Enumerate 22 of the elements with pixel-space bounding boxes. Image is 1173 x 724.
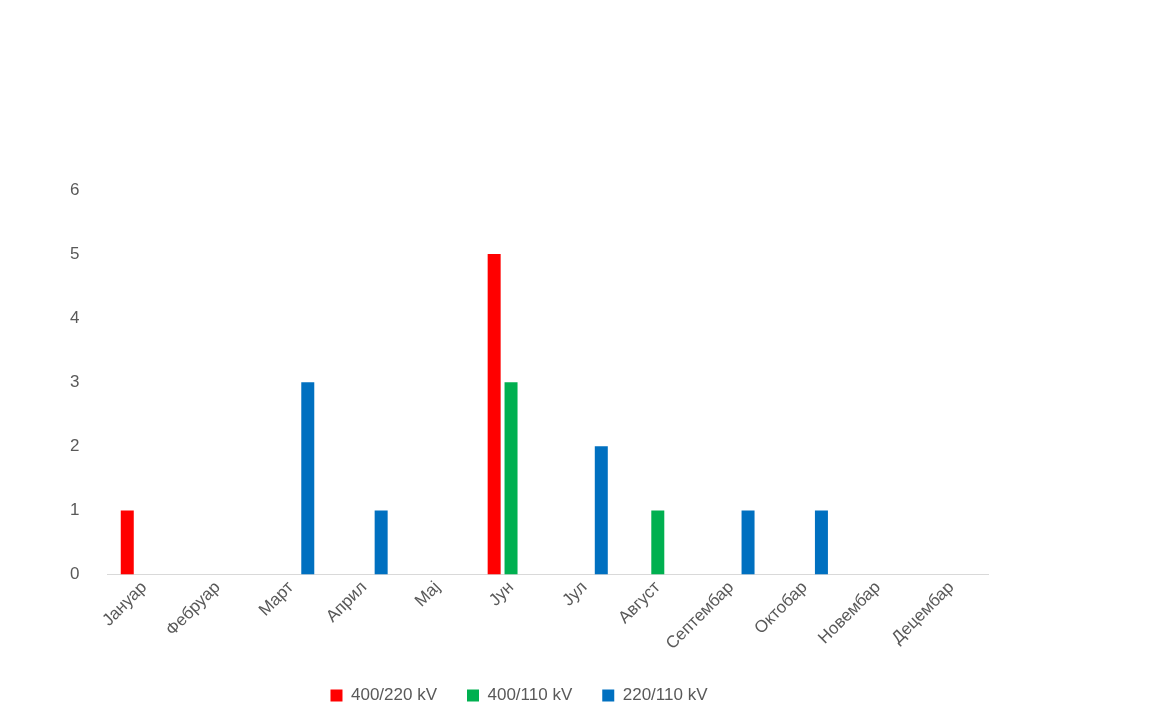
y-tick-label: 1 [69, 500, 80, 520]
bar [504, 382, 518, 575]
bar [741, 510, 755, 575]
legend-label: 400/110 kV [487, 685, 573, 705]
bar [594, 446, 608, 575]
y-tick-label: 0 [69, 564, 80, 584]
bar [814, 510, 828, 575]
bar [487, 254, 501, 575]
y-tick-label: 5 [69, 243, 80, 263]
y-tick-label: 3 [69, 371, 80, 391]
bar [651, 510, 665, 575]
y-tick-label: 4 [69, 307, 80, 327]
y-tick-label: 6 [69, 179, 80, 199]
x-tick-label: Мај [410, 577, 444, 611]
x-tick-label: Јун [485, 577, 518, 610]
y-tick-label: 2 [69, 436, 80, 456]
bar [301, 382, 315, 575]
x-tick-label: Јул [558, 577, 591, 610]
bar [374, 510, 388, 575]
legend-label: 400/220 kV [350, 685, 438, 705]
bar [120, 510, 134, 575]
legend-label: 220/110 kV [622, 685, 709, 705]
